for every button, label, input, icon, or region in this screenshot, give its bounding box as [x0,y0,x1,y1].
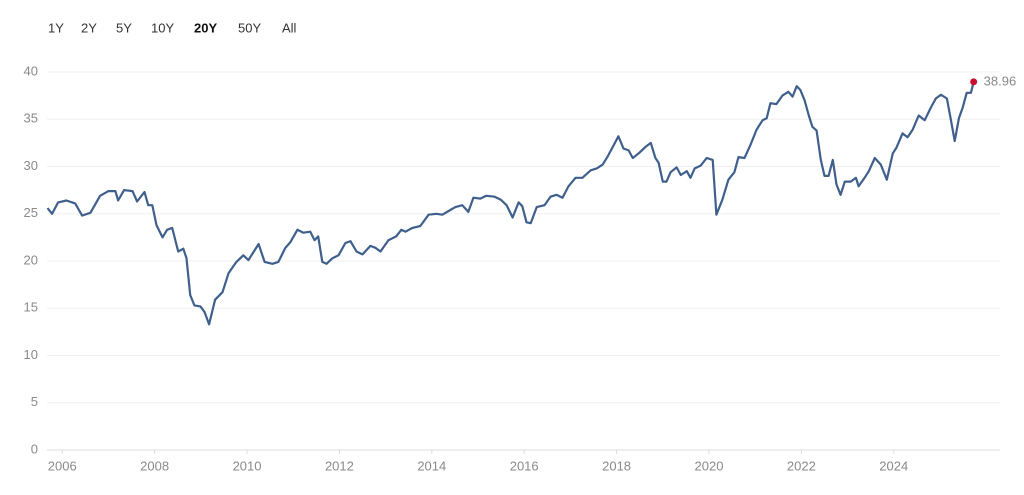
y-tick-label: 35 [24,111,38,126]
x-tick-label: 2024 [879,458,908,473]
y-tick-label: 5 [31,394,38,409]
x-tick-label: 2020 [695,458,724,473]
x-tick-label: 2012 [325,458,354,473]
range-button[interactable]: 5Y [116,20,132,35]
price-line [46,81,975,326]
x-tick-label: 2008 [140,458,169,473]
x-tick-label: 2010 [233,458,262,473]
range-buttons: 1Y 2Y 5Y 10Y 20Y 50Y All [48,20,297,35]
range-button[interactable]: 10Y [151,20,174,35]
y-tick-label: 10 [24,347,38,362]
x-tick-label: 2018 [602,458,631,473]
last-point [970,78,978,86]
y-tick-label: 25 [24,205,38,220]
x-tick-label: 2014 [417,458,446,473]
x-tick-label: 2022 [787,458,816,473]
x-tick-label: 2016 [510,458,539,473]
range-button[interactable]: 50Y [238,20,261,35]
y-tick-label: 40 [24,63,38,78]
y-tick-label: 30 [24,158,38,173]
range-button[interactable]: All [282,20,297,35]
range-button[interactable]: 1Y [48,20,64,35]
y-tick-label: 0 [31,441,38,456]
x-tick-label: 2006 [48,458,77,473]
range-button[interactable]: 2Y [81,20,97,35]
last-value-label: 38.96 [984,73,1017,88]
range-button[interactable]: 20Y [194,20,217,35]
y-tick-label: 20 [24,252,38,267]
y-tick-label: 15 [24,300,38,315]
